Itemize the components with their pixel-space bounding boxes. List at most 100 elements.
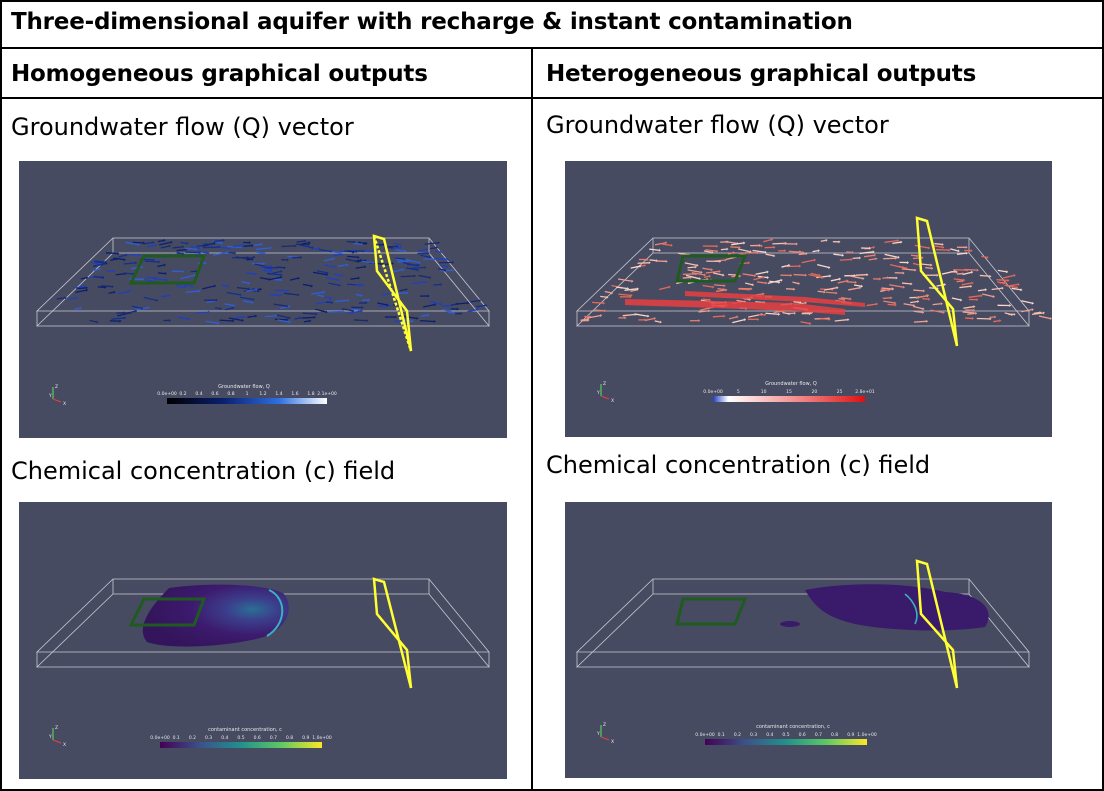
- flow-arrow-head: [753, 274, 757, 278]
- flow-arrow-head: [965, 251, 968, 255]
- flow-arrow-head: [726, 247, 729, 251]
- flow-arrow-head: [866, 273, 869, 277]
- flow-arrow-head: [138, 253, 141, 257]
- flow-arrow-head: [169, 318, 172, 322]
- colorbar-tick-label: 1.0e+00: [857, 732, 877, 738]
- flow-arrow-head: [263, 251, 266, 255]
- flow-arrow-head: [213, 242, 216, 246]
- flow-arrow-head: [804, 273, 808, 277]
- flow-arrow: [144, 260, 159, 263]
- flow-arrow-head: [255, 288, 258, 292]
- flow-arrow-head: [670, 243, 673, 247]
- flow-arrow: [214, 307, 221, 310]
- flow-arrow-head: [168, 244, 172, 248]
- flow-arrow-head: [1003, 281, 1006, 285]
- flow-arrow-head: [152, 241, 155, 245]
- flow-arrow: [94, 260, 105, 263]
- flow-arrow-head: [326, 271, 329, 275]
- flow-arrow: [324, 264, 334, 268]
- flow-arrow: [649, 259, 656, 262]
- flow-arrow: [256, 247, 270, 251]
- flow-arrow-head: [639, 264, 642, 268]
- flow-arrow: [420, 254, 430, 258]
- colorbar-tick-label: 2.1e+00: [317, 391, 337, 397]
- flow-arrow-head: [318, 247, 321, 250]
- flow-arrow-head: [456, 307, 459, 311]
- flow-arrow-head: [738, 245, 741, 249]
- flow-arrow-head: [665, 259, 668, 263]
- colorbar-tick-label: 0.5: [237, 735, 244, 741]
- flow-arrow-head: [802, 250, 805, 254]
- flow-arrow: [394, 249, 406, 252]
- flow-arrow: [420, 314, 428, 317]
- flow-arrow-head: [902, 271, 905, 275]
- flow-arrow: [419, 320, 434, 323]
- flow-arrow-head: [365, 241, 368, 245]
- flow-arrow: [213, 239, 223, 243]
- flow-arrow: [593, 309, 605, 312]
- flow-arrow: [932, 245, 943, 248]
- flow-arrow-head: [1001, 286, 1004, 290]
- flow-arrow: [146, 276, 156, 279]
- flow-arrow: [246, 272, 256, 275]
- flow-arrow-head: [452, 260, 455, 264]
- flow-arrow: [316, 294, 323, 297]
- colorbar-hom-conc: contaminant concentration, c 0.0e+00 0.1 0…: [150, 727, 332, 748]
- flow-arrow: [354, 319, 367, 322]
- flow-arrow: [180, 274, 195, 280]
- flow-arrow-head: [218, 245, 221, 249]
- colorbar-tick-label: 0.9: [302, 735, 309, 741]
- flow-arrow-head: [309, 319, 312, 323]
- flow-arrow: [316, 270, 328, 274]
- flow-arrow: [302, 312, 316, 315]
- flow-arrow-head: [838, 240, 841, 244]
- colorbar-tick-label: 0.0e+00: [157, 391, 177, 397]
- flow-arrow: [682, 276, 690, 279]
- flow-arrow-head: [198, 289, 201, 293]
- panel-hom-conc: Z Y X contaminant concentration, c 0.0e+…: [19, 502, 507, 779]
- fast-flow-channel: [625, 291, 865, 315]
- monitoring-plane-edge: [372, 235, 413, 352]
- flow-arrow-head: [895, 276, 898, 280]
- flow-arrow-head: [850, 258, 853, 262]
- flow-arrow: [241, 280, 249, 284]
- flow-arrow: [713, 272, 723, 276]
- flow-arrow-head: [170, 240, 173, 244]
- flow-arrow-head: [778, 280, 781, 284]
- flow-arrow-head: [451, 268, 454, 272]
- colorbar-tick-label: 1.8: [307, 391, 314, 397]
- flow-arrow: [702, 284, 713, 288]
- flow-arrow: [752, 249, 765, 253]
- flow-arrow: [160, 245, 170, 249]
- flow-arrow-head: [696, 263, 699, 267]
- flow-arrow: [264, 315, 276, 318]
- flow-arrow-head: [85, 276, 89, 280]
- flow-arrow-head: [280, 273, 283, 277]
- flow-arrow: [233, 244, 243, 248]
- flow-arrow: [755, 271, 767, 275]
- flow-arrow: [254, 263, 268, 268]
- flow-arrow-head: [804, 301, 808, 305]
- flow-arrow-head: [604, 309, 607, 313]
- flow-arrow: [781, 264, 789, 268]
- flow-arrow: [644, 317, 655, 322]
- flow-arrow-head: [854, 280, 857, 284]
- flow-arrow-head: [294, 244, 297, 248]
- flow-arrow: [855, 274, 867, 276]
- flow-arrow: [819, 317, 829, 320]
- flow-arrow-head: [1042, 311, 1045, 315]
- flow-arrow: [934, 242, 942, 246]
- flow-arrow: [398, 292, 407, 295]
- flow-arrow: [586, 314, 601, 319]
- flow-arrow: [294, 317, 301, 320]
- flow-arrow: [868, 258, 876, 261]
- flow-arrow-head: [986, 255, 989, 259]
- flow-arrow-head: [793, 311, 796, 315]
- flow-arrow-head: [152, 258, 156, 262]
- flow-arrow: [312, 247, 319, 251]
- flow-arrow-head: [198, 246, 201, 250]
- flow-arrow-head: [1007, 278, 1010, 282]
- flow-arrow: [176, 249, 186, 252]
- flow-arrow: [439, 264, 447, 268]
